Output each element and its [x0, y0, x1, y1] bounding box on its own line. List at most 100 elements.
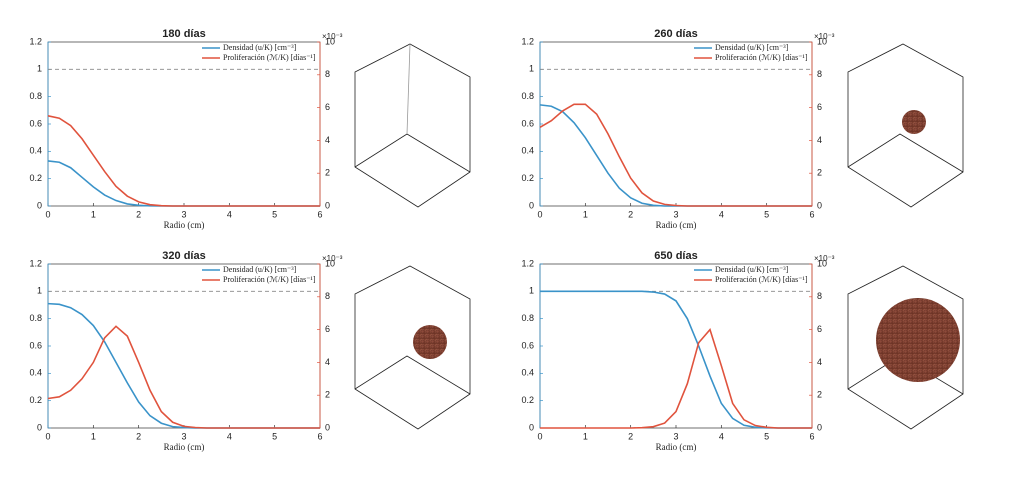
- y2-tick-label: 8: [817, 69, 822, 79]
- y-tick-label: 0.6: [521, 340, 534, 350]
- x-tick-label: 2: [628, 209, 633, 219]
- y2-exponent-label: ×10⁻³: [322, 32, 343, 41]
- y-tick-label: 0: [37, 200, 42, 210]
- y-tick-label: 1: [529, 286, 534, 296]
- y-tick-label: 1: [37, 286, 42, 296]
- x-tick-label: 1: [583, 431, 588, 441]
- y-tick-label: 0.8: [29, 91, 42, 101]
- cube-edge: [847, 133, 964, 173]
- chart-panel: 0 1 2 3 4 5 600.20.40.60.811.20246810×10⁻³Dens…: [29, 250, 342, 452]
- y-tick-label: 0.6: [29, 118, 42, 128]
- x-tick-label: 3: [181, 209, 186, 219]
- y2-tick-label: 10: [325, 36, 335, 46]
- x-tick-label: 4: [719, 431, 724, 441]
- legend-label: Densidad (u/K) [cm⁻³]: [715, 43, 789, 52]
- x-tick-label: 6: [809, 431, 814, 441]
- x-tick-label: 1: [91, 209, 96, 219]
- y-tick-label: 0.4: [29, 368, 42, 378]
- y2-tick-label: 6: [817, 324, 822, 334]
- x-tick-label: 6: [809, 209, 814, 219]
- legend-label: Densidad (u/K) [cm⁻³]: [715, 265, 789, 274]
- y-tick-label: 1: [37, 64, 42, 74]
- chart-title: 180 días: [162, 28, 205, 40]
- x-tick-label: 1: [583, 209, 588, 219]
- legend-label: Proliferación (ℳ/K) [días⁻¹]: [223, 275, 316, 284]
- y-tick-label: 0.4: [521, 368, 534, 378]
- y2-tick-label: 0: [325, 200, 330, 210]
- y-tick-label: 0.2: [521, 173, 534, 183]
- chart-title: 260 días: [654, 28, 697, 40]
- chart-title: 650 días: [654, 250, 697, 262]
- x-axis-label: Radio (cm): [656, 220, 697, 230]
- y2-tick-label: 4: [817, 357, 822, 367]
- y2-tick-label: 10: [325, 258, 335, 268]
- y2-tick-label: 4: [817, 135, 822, 145]
- plot-area: [539, 41, 813, 207]
- y-tick-label: 0.8: [29, 313, 42, 323]
- y2-tick-label: 2: [325, 168, 330, 178]
- x-tick-label: 5: [764, 209, 769, 219]
- cube: [354, 43, 471, 208]
- y2-tick-label: 8: [817, 291, 822, 301]
- y2-exponent-label: ×10⁻³: [814, 254, 835, 263]
- legend-label: Proliferación (ℳ/K) [días⁻¹]: [223, 53, 316, 62]
- x-tick-label: 5: [272, 431, 277, 441]
- y2-tick-label: 2: [817, 390, 822, 400]
- tumor: [902, 110, 926, 134]
- x-tick-label: 2: [628, 431, 633, 441]
- legend-label: Proliferación (ℳ/K) [días⁻¹]: [715, 53, 808, 62]
- x-tick-label: 6: [317, 209, 322, 219]
- y2-exponent-label: ×10⁻³: [814, 32, 835, 41]
- cube-outline: [847, 43, 964, 208]
- y2-tick-label: 6: [817, 102, 822, 112]
- series-line: [47, 325, 320, 429]
- y-tick-label: 1.2: [29, 36, 42, 46]
- x-tick-label: 4: [227, 209, 232, 219]
- y-tick-label: 0.6: [29, 340, 42, 350]
- chart-panel: 0 1 2 3 4 5 600.20.40.60.811.20246810×10⁻³Dens…: [521, 250, 834, 452]
- series-line: [539, 103, 812, 207]
- y-tick-label: 0.2: [29, 395, 42, 405]
- tumor: [413, 325, 447, 359]
- legend-label: Densidad (u/K) [cm⁻³]: [223, 43, 297, 52]
- x-tick-label: 3: [181, 431, 186, 441]
- plot-area: [47, 263, 321, 429]
- x-axis-label: Radio (cm): [164, 442, 205, 452]
- x-tick-label: 5: [764, 431, 769, 441]
- cube-outline: [354, 43, 471, 208]
- cube-edge: [354, 133, 471, 173]
- y-tick-label: 1: [529, 64, 534, 74]
- cube-edge: [406, 43, 411, 135]
- x-tick-label: 1: [91, 431, 96, 441]
- y2-tick-label: 10: [817, 258, 827, 268]
- cube: [847, 265, 964, 430]
- y-tick-label: 0.4: [521, 146, 534, 156]
- series-line: [47, 115, 320, 207]
- x-tick-label: 5: [272, 209, 277, 219]
- y-tick-label: 0.2: [521, 395, 534, 405]
- cube: [847, 43, 964, 208]
- y2-exponent-label: ×10⁻³: [322, 254, 343, 263]
- x-tick-label: 0: [537, 431, 542, 441]
- plot-area: [539, 263, 813, 429]
- y-tick-label: 0.8: [521, 313, 534, 323]
- y2-tick-label: 2: [817, 168, 822, 178]
- chart-title: 320 días: [162, 250, 205, 262]
- y-tick-label: 1.2: [29, 258, 42, 268]
- x-axis-label: Radio (cm): [164, 220, 205, 230]
- y-tick-label: 0.2: [29, 173, 42, 183]
- cube-illustrations: [354, 43, 964, 430]
- y2-tick-label: 2: [325, 390, 330, 400]
- x-tick-label: 2: [136, 431, 141, 441]
- x-tick-label: 2: [136, 209, 141, 219]
- cube-outline: [354, 265, 471, 430]
- y2-tick-label: 4: [325, 135, 330, 145]
- y2-tick-label: 4: [325, 357, 330, 367]
- chart-panel: 0 1 2 3 4 5 600.20.40.60.811.20246810×10⁻³Dens…: [521, 28, 834, 230]
- x-tick-label: 4: [227, 431, 232, 441]
- cube: [354, 265, 471, 430]
- legend-label: Densidad (u/K) [cm⁻³]: [223, 265, 297, 274]
- y2-tick-label: 6: [325, 102, 330, 112]
- cube-edge: [354, 355, 471, 395]
